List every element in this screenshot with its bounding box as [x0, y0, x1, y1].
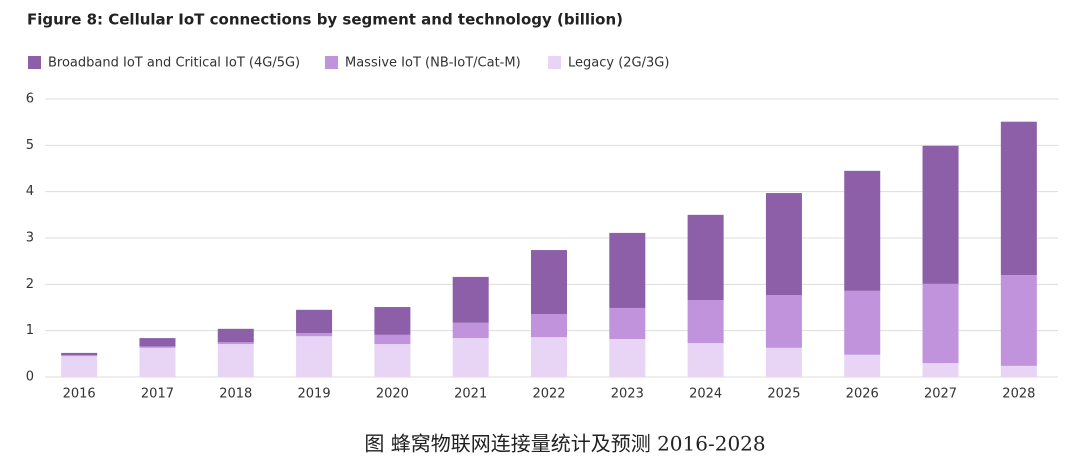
- bar-segment: [1000, 121, 1037, 276]
- legend-label: Broadband IoT and Critical IoT (4G/5G): [48, 56, 300, 71]
- x-tick-label: 2025: [767, 387, 800, 402]
- bar-segment: [844, 290, 881, 355]
- legend-label: Legacy (2G/3G): [568, 56, 669, 71]
- bar-segment: [61, 352, 98, 356]
- x-tick-label: 2022: [532, 387, 565, 402]
- y-tick-label: 6: [26, 92, 34, 107]
- x-tick-label: 2023: [611, 387, 644, 402]
- y-tick-label: 3: [26, 231, 34, 246]
- bar-segment: [139, 338, 176, 347]
- bar-segment: [922, 145, 959, 284]
- caption: 图 蜂窝物联网连接量统计及预测 2016-2028: [364, 432, 765, 456]
- bar-segment: [844, 354, 881, 377]
- y-tick-label: 4: [26, 184, 34, 199]
- bar-segment: [1000, 275, 1037, 366]
- x-tick-label: 2020: [376, 387, 409, 402]
- bar-segment: [61, 356, 98, 377]
- bar-segment: [531, 313, 567, 338]
- x-tick-label: 2018: [219, 387, 252, 402]
- x-tick-label: 2021: [454, 387, 487, 402]
- bar-segment: [296, 332, 333, 337]
- bar-segment: [139, 347, 176, 377]
- bar-segment: [687, 214, 724, 301]
- bar-segment: [687, 343, 724, 377]
- bar-segment: [609, 339, 646, 377]
- bar-segment: [452, 322, 489, 339]
- x-tick-label: 2027: [924, 387, 957, 402]
- bar-segment: [609, 232, 646, 308]
- bar-segment: [844, 170, 881, 291]
- bar-segment: [922, 283, 959, 364]
- bar-segment: [687, 300, 724, 344]
- bar-segment: [374, 334, 411, 345]
- legend-swatch: [28, 56, 41, 69]
- bar-segment: [374, 344, 411, 377]
- bar-segment: [452, 276, 489, 323]
- y-tick-label: 1: [26, 323, 34, 338]
- bar-segment: [1000, 365, 1037, 377]
- bar-segment: [609, 307, 646, 340]
- x-tick-label: 2026: [846, 387, 879, 402]
- bar-segment: [531, 337, 567, 377]
- bar-segment: [296, 309, 333, 333]
- y-tick-label: 5: [26, 138, 34, 153]
- bar-segment: [217, 342, 254, 345]
- x-tick-label: 2028: [1002, 387, 1035, 402]
- bar-segment: [452, 338, 489, 377]
- bar-segment: [531, 250, 567, 314]
- legend-swatch: [325, 56, 338, 69]
- bar-segment: [139, 346, 176, 348]
- bar-segment: [61, 355, 98, 357]
- bar-segment: [765, 347, 802, 377]
- x-tick-label: 2019: [298, 387, 331, 402]
- bar-segment: [217, 344, 254, 377]
- legend-swatch: [548, 56, 561, 69]
- chart-title: Figure 8: Cellular IoT connections by se…: [27, 11, 623, 29]
- y-tick-label: 0: [26, 370, 34, 385]
- bar-segment: [922, 363, 959, 377]
- bar-segment: [296, 336, 333, 377]
- bar-segment: [765, 193, 802, 295]
- y-tick-label: 2: [26, 277, 34, 292]
- bar-segment: [217, 328, 254, 343]
- x-tick-label: 2024: [689, 387, 722, 402]
- legend-label: Massive IoT (NB-IoT/Cat-M): [345, 56, 521, 71]
- bar-segment: [765, 294, 802, 348]
- x-tick-label: 2017: [141, 387, 174, 402]
- bar-segment: [374, 307, 411, 335]
- x-tick-label: 2016: [63, 387, 96, 402]
